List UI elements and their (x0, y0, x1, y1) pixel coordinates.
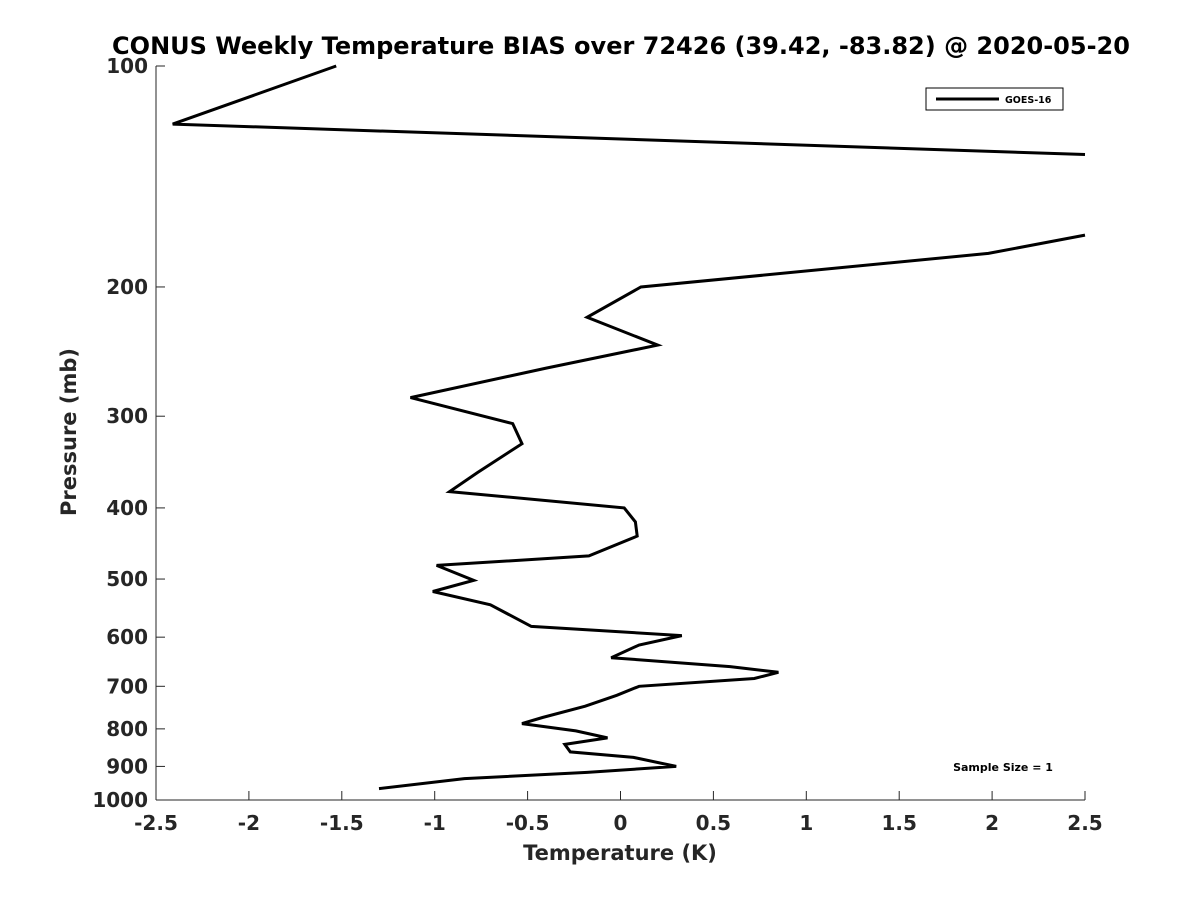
x-axis-label: Temperature (K) (523, 841, 717, 865)
x-tick-label: -1 (424, 811, 446, 835)
x-tick-label: 0.5 (696, 811, 731, 835)
y-tick-label: 500 (106, 567, 148, 591)
x-tick-label: 2.5 (1067, 811, 1102, 835)
legend: GOES-16 (925, 87, 1064, 111)
y-tick-label: 300 (106, 404, 148, 428)
x-tick-label: 2 (985, 811, 999, 835)
series-goes-16 (172, 64, 1086, 791)
y-axis: 100 200 300 400 500 600 700 800 900 1000 (92, 54, 165, 812)
y-tick-label: 900 (106, 754, 148, 778)
y-tick-label: 800 (106, 717, 148, 741)
y-tick-label: 200 (106, 275, 148, 299)
x-tick-label: -1.5 (320, 811, 364, 835)
series-layer (172, 64, 1086, 791)
chart-title: CONUS Weekly Temperature BIAS over 72426… (112, 32, 1130, 60)
y-tick-label: 600 (106, 625, 148, 649)
sample-size-annotation: Sample Size = 1 (953, 761, 1053, 774)
y-tick-label: 400 (106, 496, 148, 520)
x-tick-label: -2.5 (134, 811, 178, 835)
plot-area (155, 66, 1085, 801)
y-tick-label: 100 (106, 54, 148, 78)
legend-label-goes-16: GOES-16 (1005, 95, 1052, 106)
x-axis: -2.5 -2 -1.5 -1 -0.5 0 0.5 1 1.5 2 2.5 (134, 791, 1103, 835)
x-tick-label: 1.5 (881, 811, 916, 835)
x-tick-label: -0.5 (506, 811, 550, 835)
series-line-segment (378, 233, 1086, 791)
series-line-segment (172, 64, 1086, 156)
y-tick-label: 1000 (92, 788, 148, 812)
x-tick-label: 0 (614, 811, 628, 835)
y-axis-label: Pressure (mb) (57, 348, 81, 516)
x-tick-label: 1 (799, 811, 813, 835)
y-tick-label: 700 (106, 674, 148, 698)
x-tick-label: -2 (238, 811, 260, 835)
